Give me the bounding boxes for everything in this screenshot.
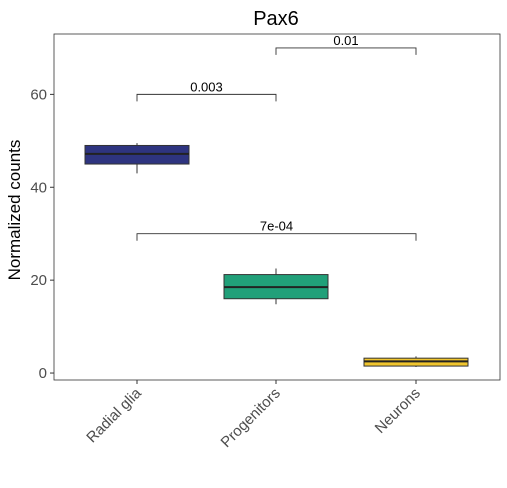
y-tick-label: 20 bbox=[30, 272, 47, 289]
p-value-label: 7e-04 bbox=[260, 219, 293, 234]
y-axis-title: Normalized counts bbox=[5, 140, 24, 281]
comparison-bracket: 7e-04 bbox=[136, 219, 417, 241]
chart-title: Pax6 bbox=[253, 8, 299, 30]
x-tick-label: Radial glia bbox=[83, 384, 145, 446]
x-tick-label: Progenitors bbox=[218, 385, 284, 451]
y-tick-label: 0 bbox=[39, 365, 47, 382]
y-tick-label: 60 bbox=[30, 86, 47, 103]
box-radial-glia bbox=[84, 143, 190, 174]
x-axis: Radial glia Progenitors Neurons bbox=[83, 380, 424, 451]
comparison-bracket: 0.01 bbox=[275, 33, 417, 55]
box-neurons bbox=[363, 356, 469, 367]
x-tick-label: Neurons bbox=[372, 385, 424, 437]
comparison-brackets: 0.003 0.01 7e-04 bbox=[136, 33, 417, 241]
p-value-label: 0.003 bbox=[190, 79, 223, 94]
y-tick-label: 40 bbox=[30, 179, 47, 196]
bracket-line bbox=[136, 93, 277, 102]
comparison-bracket: 0.003 bbox=[136, 79, 277, 102]
box-progenitors bbox=[223, 268, 329, 305]
bracket-line bbox=[275, 47, 417, 55]
y-axis: 0 20 40 60 bbox=[30, 86, 54, 382]
boxes bbox=[84, 143, 469, 367]
bracket-line bbox=[136, 233, 417, 241]
plot-panel bbox=[53, 33, 501, 381]
p-value-label: 0.01 bbox=[333, 33, 358, 48]
